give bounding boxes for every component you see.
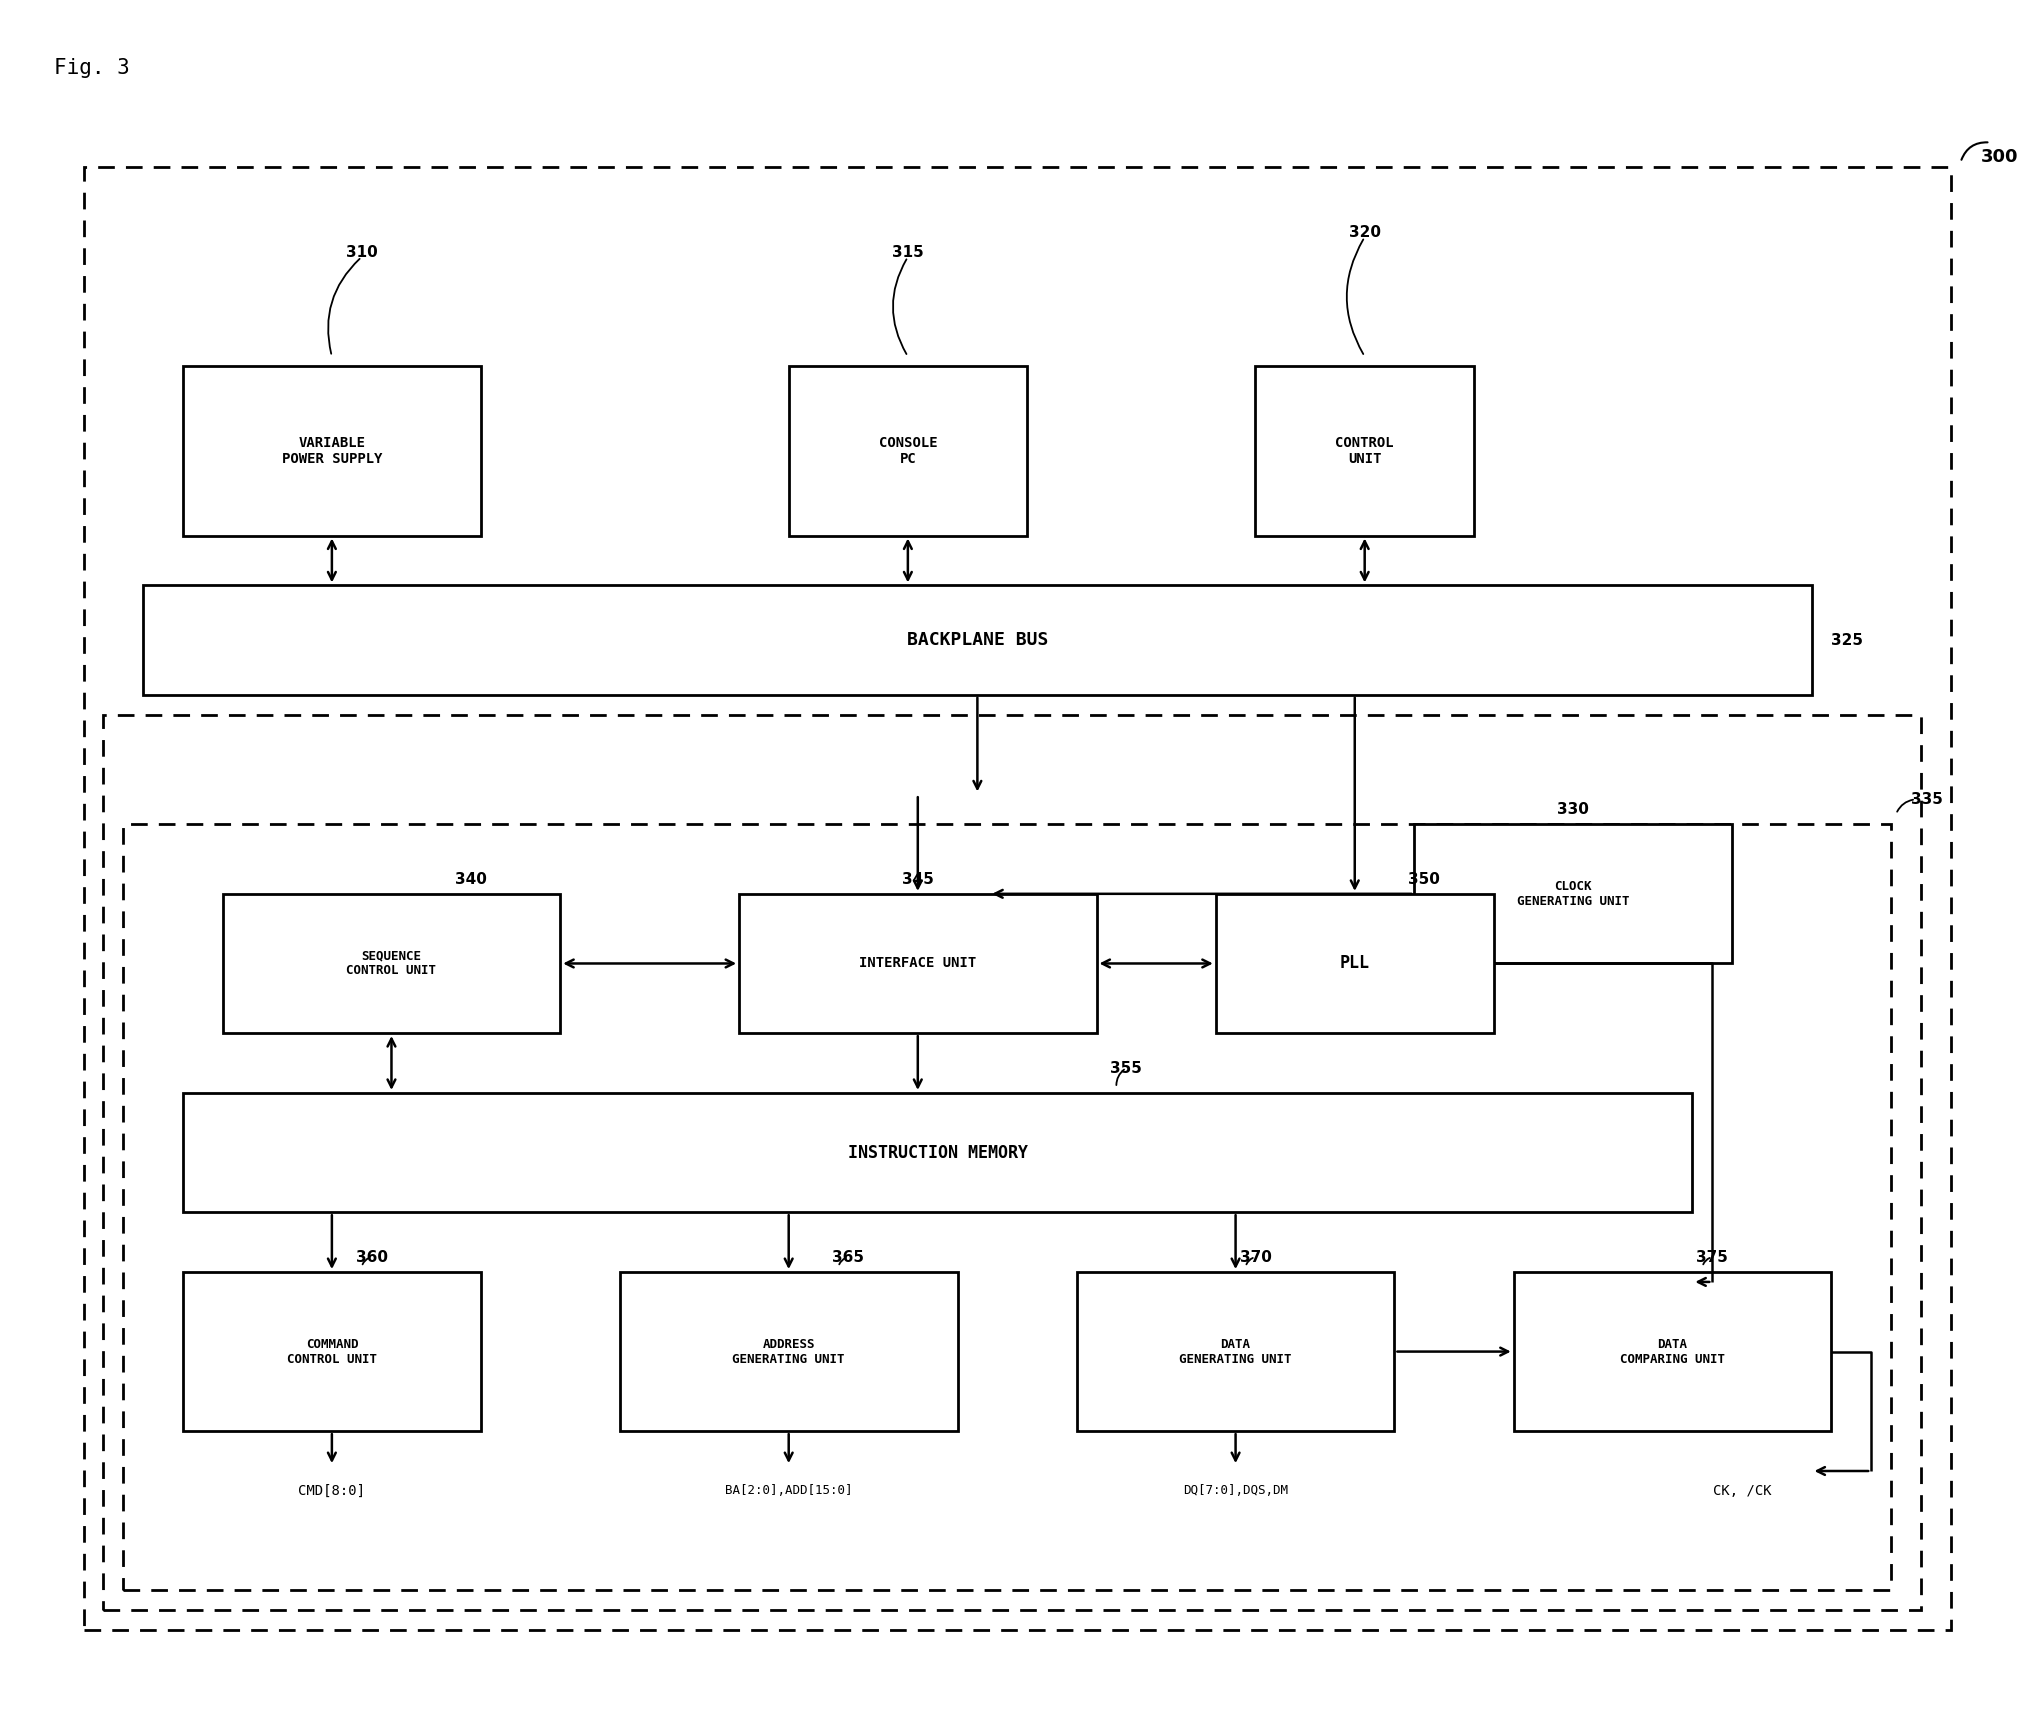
Bar xyxy=(104,715,1920,1611)
Text: INSTRUCTION MEMORY: INSTRUCTION MEMORY xyxy=(847,1143,1027,1162)
Text: CONTROL
UNIT: CONTROL UNIT xyxy=(1334,435,1393,466)
Bar xyxy=(1076,1272,1395,1431)
Text: PLL: PLL xyxy=(1340,955,1368,972)
Bar xyxy=(83,168,1949,1630)
Text: CLOCK
GENERATING UNIT: CLOCK GENERATING UNIT xyxy=(1516,879,1628,908)
Bar xyxy=(183,1094,1691,1212)
Bar xyxy=(1255,367,1474,535)
Text: CMD[8:0]: CMD[8:0] xyxy=(298,1484,365,1498)
Text: 315: 315 xyxy=(891,245,924,261)
Text: 375: 375 xyxy=(1695,1250,1728,1265)
Text: INTERFACE UNIT: INTERFACE UNIT xyxy=(859,956,976,970)
Bar xyxy=(1216,893,1492,1034)
Bar xyxy=(183,367,481,535)
Bar xyxy=(144,584,1811,694)
Text: COMMAND
CONTROL UNIT: COMMAND CONTROL UNIT xyxy=(286,1337,378,1366)
Text: DATA
GENERATING UNIT: DATA GENERATING UNIT xyxy=(1179,1337,1291,1366)
Text: 370: 370 xyxy=(1238,1250,1271,1265)
Text: DATA
COMPARING UNIT: DATA COMPARING UNIT xyxy=(1620,1337,1723,1366)
Text: 330: 330 xyxy=(1557,802,1587,818)
Text: BACKPLANE BUS: BACKPLANE BUS xyxy=(905,631,1047,650)
Text: 320: 320 xyxy=(1348,225,1380,240)
Bar xyxy=(739,893,1096,1034)
Text: BA[2:0],ADD[15:0]: BA[2:0],ADD[15:0] xyxy=(725,1484,853,1498)
Text: 300: 300 xyxy=(1979,149,2018,166)
Text: VARIABLE
POWER SUPPLY: VARIABLE POWER SUPPLY xyxy=(282,435,382,466)
Bar xyxy=(1413,824,1732,963)
Text: CK, /CK: CK, /CK xyxy=(1711,1484,1770,1498)
Text: Fig. 3: Fig. 3 xyxy=(53,58,130,77)
Text: 310: 310 xyxy=(345,245,378,261)
Text: CONSOLE
PC: CONSOLE PC xyxy=(879,435,936,466)
Text: 365: 365 xyxy=(832,1250,865,1265)
Text: 350: 350 xyxy=(1407,872,1439,886)
Bar xyxy=(788,367,1027,535)
Bar xyxy=(619,1272,956,1431)
Bar xyxy=(124,824,1890,1591)
Bar xyxy=(1512,1272,1831,1431)
Text: SEQUENCE
CONTROL UNIT: SEQUENCE CONTROL UNIT xyxy=(347,950,436,977)
Text: 345: 345 xyxy=(901,872,934,886)
Bar xyxy=(183,1272,481,1431)
Text: DQ[7:0],DQS,DM: DQ[7:0],DQS,DM xyxy=(1183,1484,1287,1498)
Bar xyxy=(223,893,560,1034)
Text: 355: 355 xyxy=(1110,1061,1141,1076)
Text: 340: 340 xyxy=(455,872,487,886)
Text: ADDRESS
GENERATING UNIT: ADDRESS GENERATING UNIT xyxy=(733,1337,844,1366)
Text: 325: 325 xyxy=(1831,632,1862,648)
Text: 335: 335 xyxy=(1910,792,1943,807)
Text: 360: 360 xyxy=(355,1250,388,1265)
